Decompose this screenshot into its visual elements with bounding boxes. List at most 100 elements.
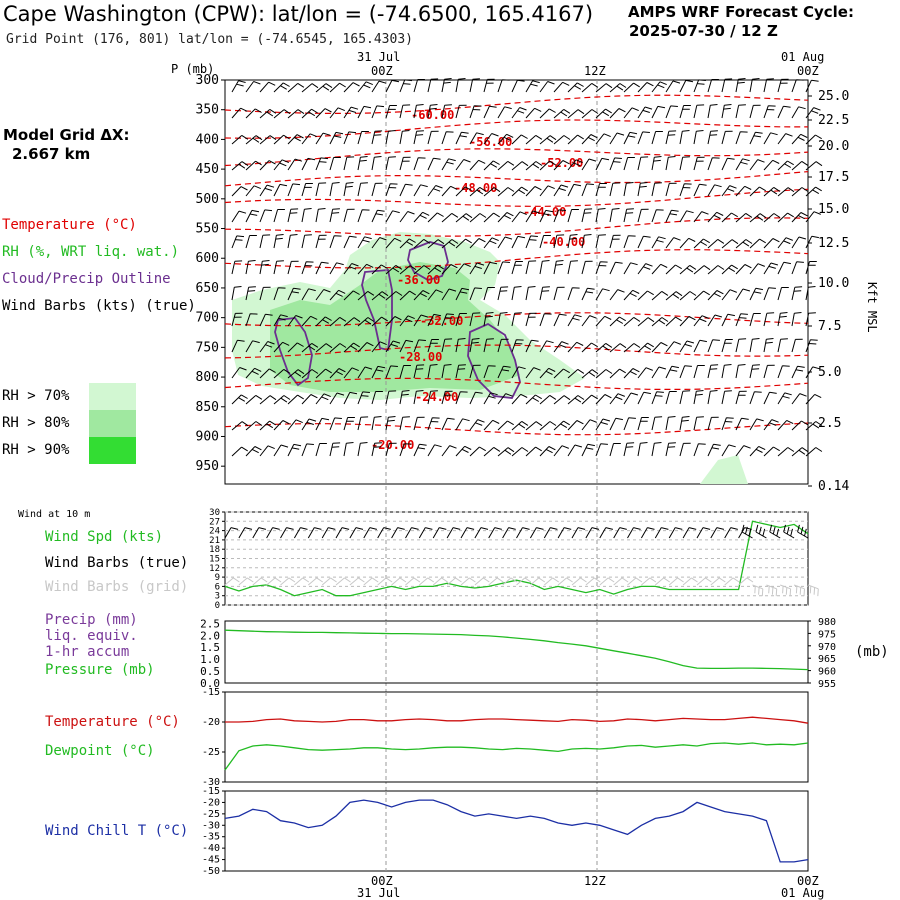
wind-barb-grid	[530, 577, 546, 586]
wind-barb	[665, 365, 679, 379]
precip-tick-label: 0.5	[200, 665, 220, 678]
wind-barb	[455, 287, 470, 301]
wind-barb	[357, 366, 373, 379]
pressure-tick-label: 550	[196, 222, 219, 237]
wind-barb	[511, 286, 522, 301]
wind-speed-tick-label: 21	[209, 536, 220, 546]
precip-tick-label: 2.0	[200, 629, 220, 642]
cloud-outline-1	[274, 317, 313, 387]
wind-barb	[679, 79, 694, 93]
wind-barb	[427, 78, 439, 93]
cloud-outline-3	[407, 241, 449, 281]
wind-barb	[777, 133, 793, 145]
wind-barb	[469, 78, 480, 93]
wind-chill-tick-label: -45	[202, 855, 220, 866]
wind-barb	[287, 109, 305, 119]
wind-barb-true	[682, 527, 697, 539]
wind-barb	[427, 444, 442, 457]
wind-barb	[525, 134, 543, 145]
temperature-contour	[224, 94, 809, 114]
wind-barb	[483, 392, 498, 405]
wind-barb	[539, 313, 552, 327]
wind-barb	[259, 368, 276, 379]
bottom-date-label-1: 31 Jul	[357, 886, 401, 900]
wind-barb-grid	[377, 577, 393, 586]
wind-barb	[329, 208, 340, 223]
wind-barb	[469, 419, 485, 431]
wind-barb	[441, 78, 452, 93]
wind-barb	[483, 105, 497, 119]
wind-chill-tick-label: -15	[202, 786, 220, 797]
wind-barb	[301, 443, 314, 457]
wind-barb	[581, 443, 595, 457]
wind-barb	[287, 394, 304, 405]
wind-barb	[637, 106, 653, 119]
wind-barb	[511, 366, 526, 379]
wind-barb	[385, 156, 396, 171]
wind-barb	[805, 393, 822, 405]
wind-barb	[511, 107, 527, 119]
wind-barb	[595, 443, 608, 457]
wind-barb	[315, 368, 332, 379]
wind-barb	[749, 287, 763, 301]
wind-barb	[427, 157, 441, 171]
wind-barb	[455, 238, 472, 249]
wind-barb	[441, 338, 453, 353]
wind-barb	[777, 212, 794, 223]
wind-barb	[693, 339, 707, 353]
height-tick-label: 7.5	[818, 319, 841, 334]
wind-barb	[231, 394, 248, 405]
wind-barb	[301, 157, 316, 171]
wind-barb	[441, 313, 454, 327]
wind-barb	[483, 261, 498, 275]
wind-barb	[693, 416, 704, 431]
wind-barb	[343, 106, 359, 119]
wind-barb-grid	[502, 577, 518, 586]
wind-barb	[399, 390, 410, 405]
temperature-contour	[224, 119, 808, 139]
wind-barb	[259, 184, 275, 197]
wind-barb	[427, 313, 442, 327]
pressure-tick-label: 400	[196, 132, 219, 147]
wind-barb	[497, 420, 514, 431]
wind-barb	[427, 185, 443, 197]
wind-barb	[483, 312, 494, 327]
bottom-hour-label-3: 00Z	[797, 874, 819, 888]
wind-barb	[413, 443, 427, 457]
wind-barb	[287, 287, 301, 301]
wind-barb	[553, 313, 567, 327]
wind-barb	[385, 365, 398, 379]
wind-barb	[595, 261, 608, 275]
wind-barb	[413, 238, 431, 249]
wind-barb	[623, 131, 638, 145]
wind-barb	[343, 131, 357, 145]
wind-speed-tick-label: 15	[209, 555, 220, 565]
wind-barb	[623, 262, 638, 275]
wind-barb	[455, 313, 467, 327]
wind-barb	[287, 82, 305, 93]
temperature-contour-label: -48.00	[454, 181, 497, 195]
wind-barb	[245, 135, 263, 145]
wind-barb	[525, 394, 542, 405]
temperature-line	[225, 716, 809, 724]
wind-barb	[329, 442, 341, 457]
wind-barb	[497, 133, 514, 145]
wind-barb	[273, 260, 284, 275]
wind-barb	[693, 365, 705, 379]
wind-barb	[693, 130, 704, 145]
wind-barb	[595, 394, 612, 405]
wind-barb	[567, 234, 578, 249]
wind-barb	[595, 133, 611, 145]
wind-barb	[315, 108, 332, 119]
wind-barb-true	[741, 524, 753, 539]
wind-barb	[665, 316, 682, 327]
wind-barb	[623, 316, 641, 327]
wind-barb	[455, 78, 466, 93]
wind-barb	[763, 364, 775, 379]
cross-section-frame	[224, 79, 809, 485]
wind-barb	[399, 265, 417, 275]
wind-barb	[245, 340, 260, 353]
wind-barb	[259, 260, 270, 275]
wind-barb	[791, 261, 804, 275]
wind-barb	[357, 236, 372, 249]
